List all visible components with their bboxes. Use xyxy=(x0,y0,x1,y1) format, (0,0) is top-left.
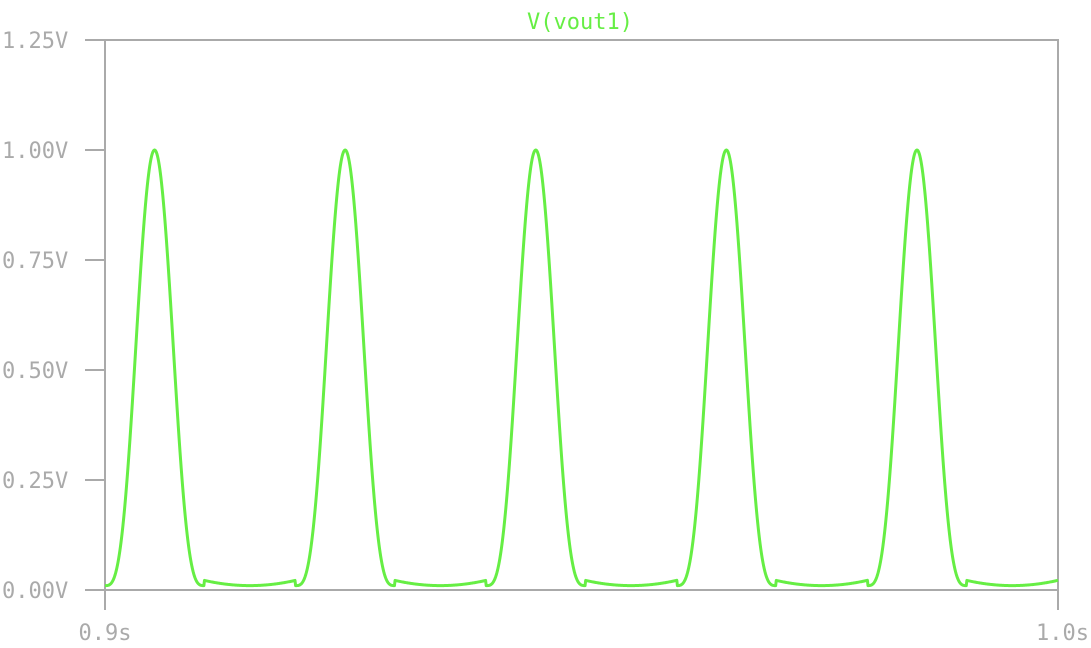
x-tick-label: 1.0s xyxy=(1036,621,1089,646)
x-axis-ticks: 0.9s 1.0s xyxy=(79,590,1089,646)
series-line-vout1 xyxy=(104,148,1059,588)
y-tick-label: 1.25V xyxy=(2,29,68,54)
y-tick-label: 0.75V xyxy=(2,249,68,274)
plot-frame xyxy=(104,39,1059,591)
chart-title: V(vout1) xyxy=(527,10,633,35)
y-axis-ticks: 0.00V 0.25V 0.50V 0.75V 1.00V 1.25V xyxy=(2,29,105,604)
x-tick-label: 0.9s xyxy=(79,621,132,646)
y-tick-label: 1.00V xyxy=(2,139,68,164)
y-tick-label: 0.50V xyxy=(2,359,68,384)
y-tick-label: 0.00V xyxy=(2,579,68,604)
y-tick-label: 0.25V xyxy=(2,469,68,494)
